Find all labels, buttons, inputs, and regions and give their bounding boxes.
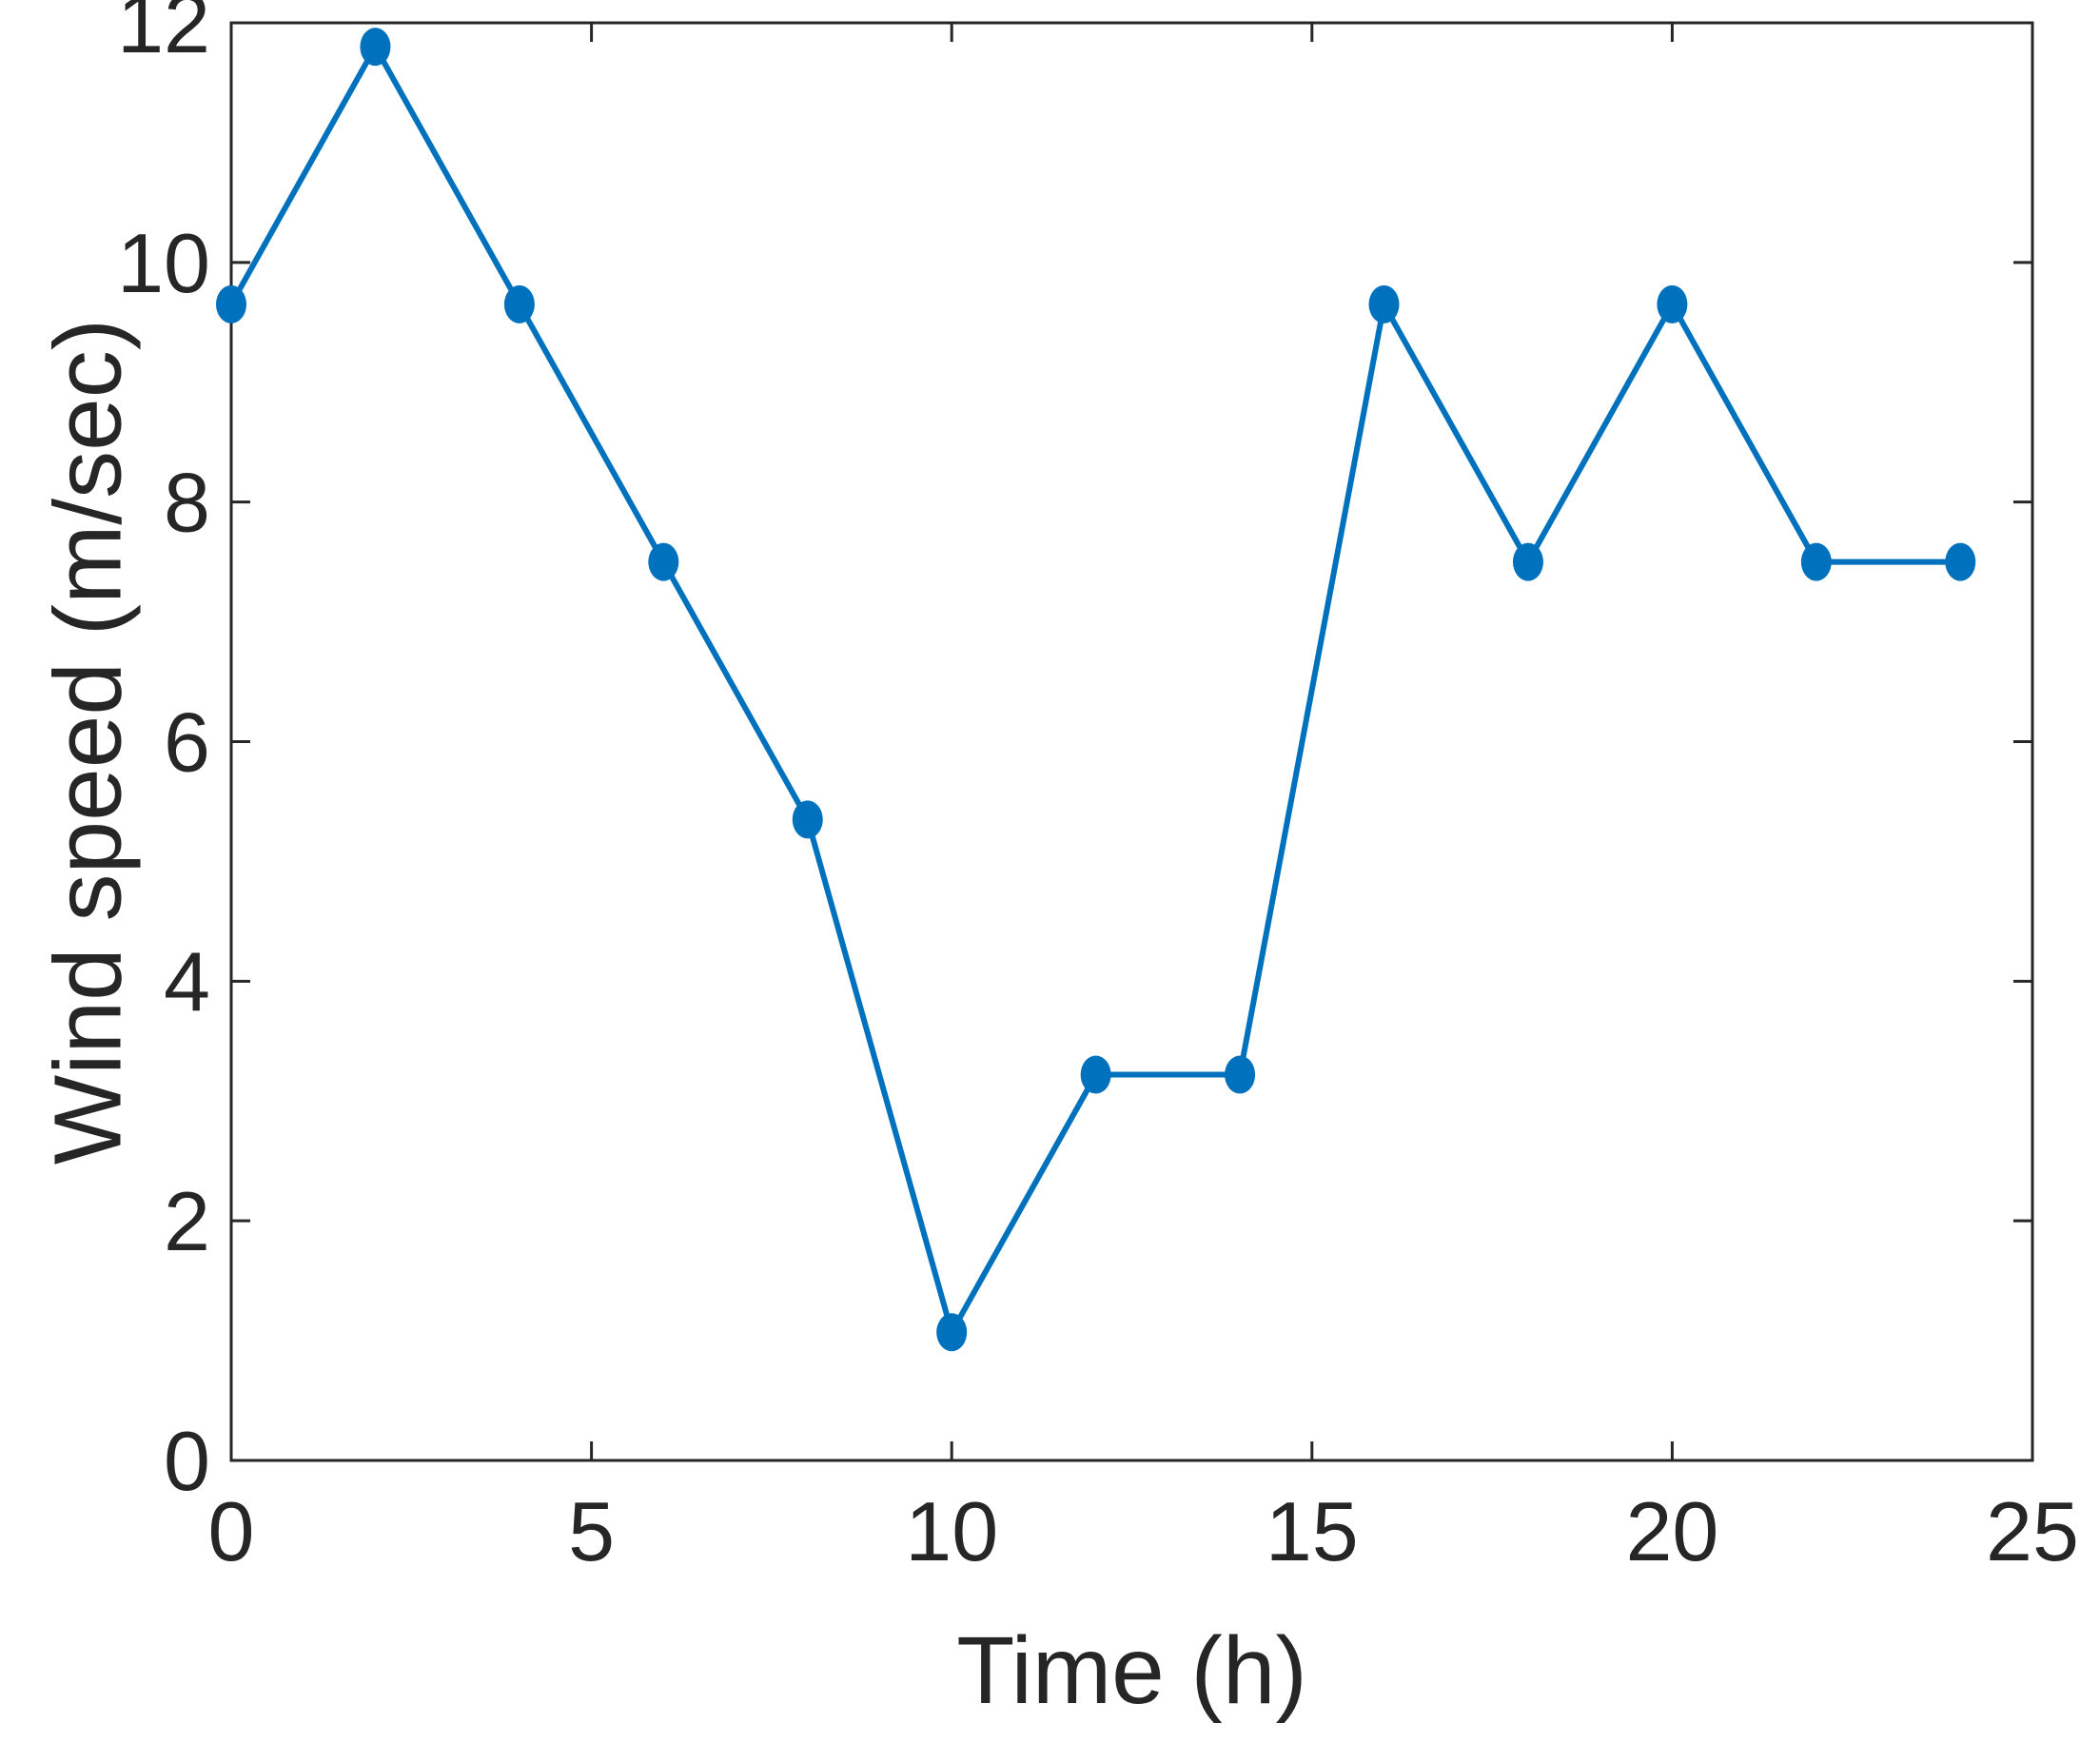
y-tick-label: 12 [117,0,210,70]
x-tick-label: 25 [1986,1484,2079,1578]
y-tick-label: 6 [164,695,210,790]
x-tick-label: 20 [1625,1484,1718,1578]
plot-frame [229,21,2034,1462]
data-point [936,1313,968,1352]
x-tick-label: 15 [1266,1484,1359,1578]
y-tick-label: 10 [117,216,210,310]
y-tick-label: 4 [164,934,210,1028]
data-point [1800,542,1832,581]
data-point [1368,284,1400,323]
y-axis-ticks: 0 2 4 6 8 10 12 [117,0,2032,1508]
data-point [1080,1055,1111,1094]
y-tick-label: 8 [164,456,210,550]
data-point [503,284,535,323]
plot-area [229,21,2034,1462]
y-tick-label: 2 [164,1174,210,1268]
y-axis-title: Wind speed (m/sec) [34,319,141,1165]
data-point [1657,284,1688,323]
x-tick-label: 5 [568,1484,615,1578]
data-point [1945,542,1976,581]
x-tick-label: 10 [905,1484,998,1578]
x-axis-ticks: 0 5 10 15 20 25 [208,23,2079,1578]
y-tick-label: 0 [164,1414,210,1508]
x-axis-title: Time (h) [956,1617,1307,1724]
series-layer [216,28,1976,1352]
data-point [360,28,391,67]
data-point [792,800,823,839]
data-point [216,284,246,323]
data-point [1225,1055,1256,1094]
x-tick-label: 0 [208,1484,255,1578]
data-point [1512,542,1543,581]
data-point [648,542,679,581]
